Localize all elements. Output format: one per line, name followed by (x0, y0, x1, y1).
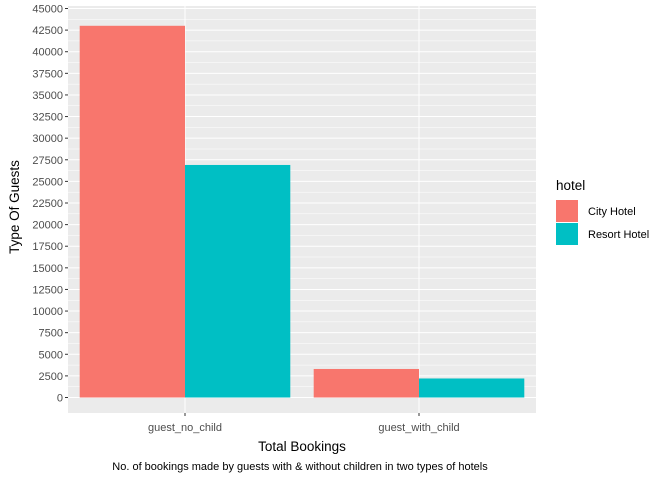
y-tick-label: 20000 (32, 220, 63, 232)
legend-label-city-hotel: City Hotel (588, 206, 636, 218)
bar-resort-hotel-guest-with-child (419, 378, 525, 398)
y-tick-label: 2500 (39, 371, 63, 383)
y-tick-label: 32500 (32, 112, 63, 124)
y-tick-label: 0 (57, 393, 63, 405)
y-tick-label: 12500 (32, 284, 63, 296)
y-axis: 0 2500 5000 7500 10000 12500 15000 17500 20000 22… (32, 4, 68, 405)
y-tick-label: 40000 (32, 47, 63, 59)
y-tick-label: 42500 (32, 25, 63, 37)
y-tick-label: 27500 (32, 155, 63, 167)
y-axis-title: Type Of Guests (7, 160, 22, 254)
x-tick-label: guest_with_child (378, 422, 459, 434)
legend-label-resort-hotel: Resort Hotel (588, 229, 649, 241)
legend-swatch-resort-hotel (556, 223, 578, 245)
y-tick-label: 25000 (32, 176, 63, 188)
y-tick-label: 30000 (32, 133, 63, 145)
bar-resort-hotel-guest-no-child (185, 164, 291, 398)
legend: hotel City Hotel Resort Hotel (556, 178, 649, 245)
bar-city-hotel-guest-with-child (313, 368, 419, 398)
legend-title: hotel (556, 178, 585, 193)
y-tick-label: 7500 (39, 328, 63, 340)
y-tick-label: 45000 (32, 4, 63, 16)
x-axis-title: Total Bookings (258, 439, 346, 454)
chart-caption: No. of bookings made by guests with & wi… (112, 461, 488, 473)
bar-city-hotel-guest-no-child (79, 25, 185, 398)
y-tick-label: 10000 (32, 306, 63, 318)
y-tick-label: 37500 (32, 68, 63, 80)
bars-group (79, 25, 525, 398)
legend-swatch-city-hotel (556, 200, 578, 222)
x-axis: guest_no_child guest_with_child (148, 413, 460, 434)
y-tick-label: 5000 (39, 349, 63, 361)
y-tick-label: 22500 (32, 198, 63, 210)
y-tick-label: 35000 (32, 90, 63, 102)
y-tick-label: 17500 (32, 241, 63, 253)
x-tick-label: guest_no_child (148, 422, 222, 434)
y-tick-label: 15000 (32, 263, 63, 275)
